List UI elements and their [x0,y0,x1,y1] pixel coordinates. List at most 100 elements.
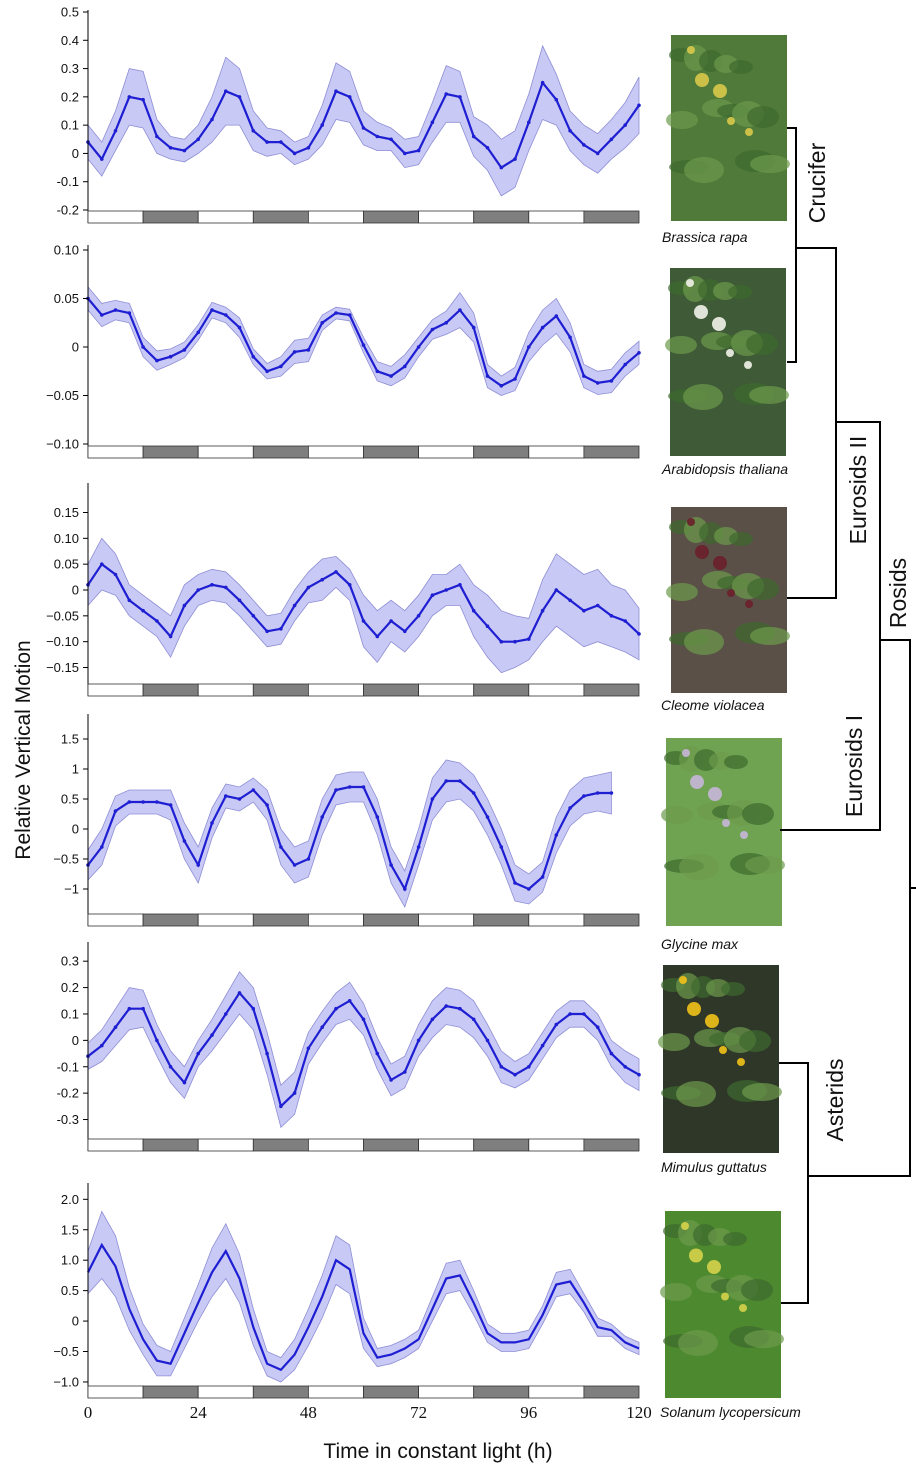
solanum-plant-photo [660,1211,784,1398]
error-band-1 [87,44,640,197]
subjective-day-segment [307,913,364,927]
species-label: Mimulus guttatus [661,1159,767,1175]
subjective-night-segment [252,913,309,927]
data-point [306,1046,311,1051]
species-label: Arabidopsis thaliana [661,461,788,477]
data-point [609,614,614,618]
data-point [527,637,531,641]
data-point [430,120,435,125]
data-point [237,598,242,603]
subjective-day-segment [197,210,254,224]
x-tick-label: 0 [84,1403,93,1422]
data-point [100,157,104,161]
data-point [113,308,118,312]
data-point [595,603,600,608]
data-point [499,165,504,170]
y-tick-label: 1 [72,762,79,777]
subjective-day-segment [528,445,585,459]
data-point [403,151,407,156]
data-point [499,639,504,644]
data-point [513,157,517,161]
data-point [113,1025,118,1029]
y-tick-label: 0.10 [54,531,79,546]
data-point [141,345,145,349]
y-tick-label: 0 [72,146,79,161]
data-point [334,1006,338,1011]
clade-label-crucifer: Crucifer [804,142,830,223]
data-point [499,1065,504,1069]
data-point [306,348,311,352]
subjective-night-segment [583,913,640,927]
data-point [127,598,132,603]
subjective-night-segment [363,1138,419,1152]
subjective-day-segment [418,1138,475,1152]
data-point [141,608,145,613]
data-point [389,619,393,623]
mean-markers-2 [86,296,641,388]
data-point [471,608,476,613]
data-point [237,95,242,99]
data-point [458,779,462,783]
glycine-plant-photo [661,738,785,926]
data-point [361,343,366,347]
data-point [265,629,269,634]
data-point [623,362,627,367]
data-point [375,134,380,139]
subjective-day-segment [528,1385,585,1399]
data-point [320,123,325,127]
subjective-night-segment [583,1385,640,1399]
clade-label-eurosids2: Eurosids II [845,436,871,545]
tree-branch-rosids [808,639,911,1177]
data-point [375,369,380,374]
plant-photos [658,35,790,1398]
data-point [609,379,614,383]
tree-branch-eurosids2 [780,421,881,831]
data-point [485,374,490,378]
light-dark-bar-4 [87,913,640,927]
data-point [141,800,145,804]
y-tick-label: 2.0 [61,1192,79,1207]
data-point [100,1043,104,1048]
data-point [155,134,159,139]
data-point [513,377,517,381]
data-point [168,634,173,639]
subjective-night-segment [583,683,640,697]
data-point [292,151,297,156]
mean-markers-1 [86,80,641,170]
data-point [361,785,366,789]
data-point [540,875,545,879]
subjective-night-segment [142,1138,199,1152]
data-point [471,1017,476,1022]
y-axis-title: Relative Vertical Motion [12,640,35,859]
subjective-night-segment [142,210,199,224]
data-point [182,839,187,843]
y-tick-label: 1.5 [61,1222,79,1237]
subjective-night-segment [473,683,530,697]
subjective-day-segment [307,1138,364,1152]
subjective-day-segment [528,683,585,697]
data-point [430,797,435,801]
data-point [224,585,228,590]
data-point [554,1022,559,1027]
data-point [224,794,228,798]
panel-4: 1.5 1 0.5 0 −0.5 −1 [53,714,640,927]
subjective-day-segment [87,913,144,927]
data-point [224,1012,228,1016]
subjective-night-segment [142,683,199,697]
data-point [210,583,214,587]
subjective-night-segment [473,210,530,224]
subjective-day-segment [528,1138,585,1152]
data-point [637,351,641,355]
species-label: Cleome violacea [661,697,765,713]
data-point [568,598,572,603]
data-point [320,577,325,582]
data-point [168,146,173,150]
data-point [582,374,586,378]
data-point [403,364,407,369]
data-point [430,593,435,597]
arabidopsis-plant-photo [665,268,789,456]
data-point [141,97,145,102]
data-point [210,821,214,825]
data-point [155,358,159,363]
y-tick-label: 0.10 [54,243,79,258]
